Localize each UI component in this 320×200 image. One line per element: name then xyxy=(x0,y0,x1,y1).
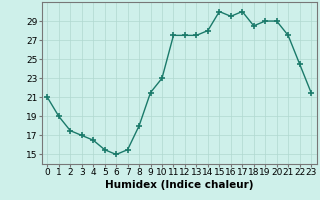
X-axis label: Humidex (Indice chaleur): Humidex (Indice chaleur) xyxy=(105,180,253,190)
